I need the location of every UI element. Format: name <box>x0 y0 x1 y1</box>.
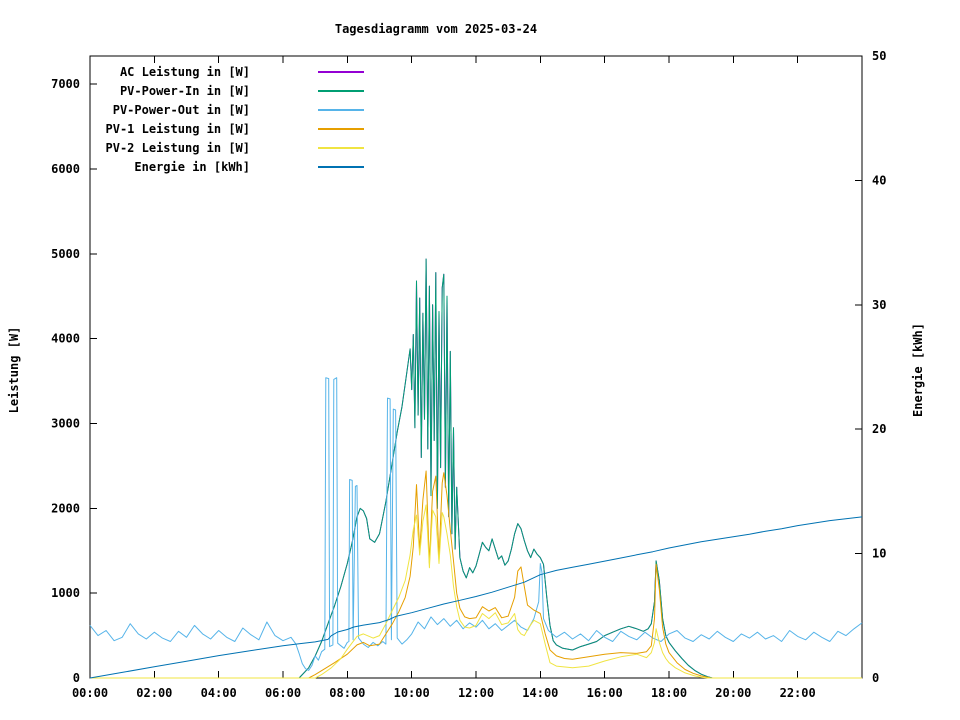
y-right-tick-label: 40 <box>872 173 886 187</box>
x-tick-label: 02:00 <box>136 686 172 700</box>
x-tick-label: 18:00 <box>651 686 687 700</box>
x-tick-label: 08:00 <box>329 686 365 700</box>
y-left-tick-label: 6000 <box>51 162 80 176</box>
x-tick-label: 00:00 <box>72 686 108 700</box>
series-line-0 <box>90 258 862 679</box>
legend-label: Energie in [kWh] <box>134 159 250 174</box>
x-tick-label: 06:00 <box>265 686 301 700</box>
y-left-tick-label: 0 <box>73 671 80 685</box>
legend-line-sample <box>318 165 364 168</box>
legend-line-sample <box>318 127 364 130</box>
x-tick-label: 12:00 <box>458 686 494 700</box>
y-left-tick-label: 2000 <box>51 501 80 515</box>
legend-item-pv1-leistung: PV-1 Leistung in [W] <box>100 119 364 138</box>
x-tick-label: 10:00 <box>394 686 430 700</box>
series-line-5 <box>89 516 863 679</box>
legend-label: PV-2 Leistung in [W] <box>105 140 251 155</box>
legend-item-pv-power-in: PV-Power-In in [W] <box>100 81 364 100</box>
y-left-tick-label: 4000 <box>51 332 80 346</box>
series-line-4 <box>90 504 862 679</box>
legend-label: AC Leistung in [W] <box>119 64 250 79</box>
legend-line-sample <box>318 70 364 73</box>
y-right-tick-label: 20 <box>872 422 886 436</box>
y-left-tick-label: 7000 <box>51 77 80 91</box>
y-left-tick-label: 3000 <box>51 417 80 431</box>
legend-label: PV-1 Leistung in [W] <box>105 121 251 136</box>
legend-item-pv-power-out: PV-Power-Out in [W] <box>100 100 364 119</box>
chart-title: Tagesdiagramm vom 2025-03-24 <box>334 22 538 36</box>
legend-line-sample <box>318 146 364 149</box>
series-line-3 <box>90 470 862 679</box>
x-tick-label: 14:00 <box>522 686 558 700</box>
x-tick-label: 16:00 <box>587 686 623 700</box>
legend-line-sample <box>318 89 364 92</box>
legend-item-pv2-leistung: PV-2 Leistung in [W] <box>100 138 364 157</box>
series-line-2 <box>89 377 863 671</box>
y-left-tick-label: 1000 <box>51 586 80 600</box>
x-tick-label: 22:00 <box>780 686 816 700</box>
y-right-tick-label: 10 <box>872 547 886 561</box>
y-right-tick-label: 30 <box>872 298 886 312</box>
x-tick-label: 20:00 <box>715 686 751 700</box>
y-right-tick-label: 0 <box>872 671 879 685</box>
series-line-1 <box>90 258 862 679</box>
x-tick-label: 04:00 <box>201 686 237 700</box>
y-left-tick-label: 5000 <box>51 247 80 261</box>
legend-item-ac-leistung: AC Leistung in [W] <box>100 62 364 81</box>
y-right-tick-label: 50 <box>872 49 886 63</box>
legend-label: PV-Power-In in [W] <box>119 83 250 98</box>
legend-label: PV-Power-Out in [W] <box>112 102 250 117</box>
legend: AC Leistung in [W] PV-Power-In in [W] PV… <box>100 62 364 176</box>
legend-line-sample <box>318 108 364 111</box>
legend-item-energie: Energie in [kWh] <box>100 157 364 176</box>
